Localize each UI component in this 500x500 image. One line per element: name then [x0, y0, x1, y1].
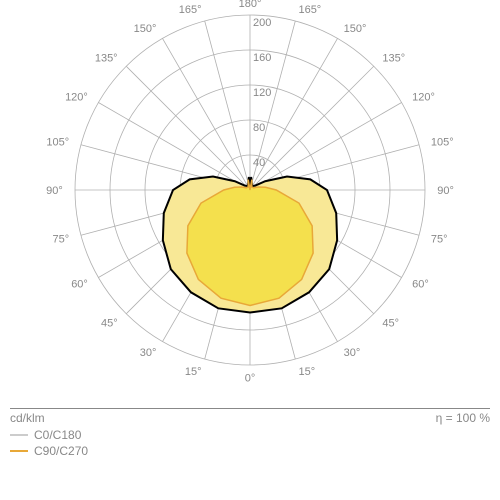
svg-text:180°: 180°	[239, 0, 262, 10]
svg-text:165°: 165°	[298, 4, 321, 16]
svg-text:135°: 135°	[382, 53, 405, 65]
svg-text:0°: 0°	[245, 372, 256, 384]
svg-text:45°: 45°	[101, 317, 118, 329]
svg-text:60°: 60°	[412, 279, 429, 291]
svg-text:60°: 60°	[71, 279, 88, 291]
svg-text:120°: 120°	[65, 91, 88, 103]
efficiency-label: η = 100 %	[436, 411, 490, 425]
chart-footer: cd/klm η = 100 %	[10, 408, 490, 425]
legend-label: C90/C270	[34, 444, 88, 458]
legend-item: C90/C270	[10, 444, 88, 458]
svg-text:75°: 75°	[52, 233, 69, 245]
svg-text:200: 200	[253, 17, 271, 29]
svg-text:120: 120	[253, 87, 271, 99]
svg-text:90°: 90°	[46, 185, 63, 197]
units-label: cd/klm	[10, 411, 45, 425]
svg-text:15°: 15°	[298, 366, 315, 378]
legend-item: C0/C180	[10, 428, 88, 442]
svg-text:75°: 75°	[431, 233, 448, 245]
curves	[163, 177, 337, 313]
svg-text:135°: 135°	[95, 53, 118, 65]
svg-text:150°: 150°	[134, 23, 157, 35]
polar-chart-svg: 135° 150° 165° 180° 165° 150° 135° 120° 120° 105°…	[0, 0, 500, 395]
svg-text:45°: 45°	[382, 317, 399, 329]
svg-text:165°: 165°	[179, 4, 202, 16]
svg-text:40: 40	[253, 157, 265, 169]
svg-text:105°: 105°	[46, 137, 69, 149]
polar-chart-container: 135° 150° 165° 180° 165° 150° 135° 120° 120° 105°…	[0, 0, 500, 500]
svg-text:120°: 120°	[412, 91, 435, 103]
legend-swatch-c0	[10, 434, 28, 436]
svg-text:30°: 30°	[344, 347, 361, 359]
legend: C0/C180 C90/C270	[10, 428, 88, 460]
legend-swatch-c90	[10, 450, 28, 452]
svg-text:160: 160	[253, 52, 271, 64]
svg-text:105°: 105°	[431, 137, 454, 149]
legend-label: C0/C180	[34, 428, 81, 442]
svg-text:90°: 90°	[437, 185, 454, 197]
svg-text:30°: 30°	[140, 347, 157, 359]
svg-text:80: 80	[253, 122, 265, 134]
svg-text:15°: 15°	[185, 366, 202, 378]
svg-text:150°: 150°	[344, 23, 367, 35]
